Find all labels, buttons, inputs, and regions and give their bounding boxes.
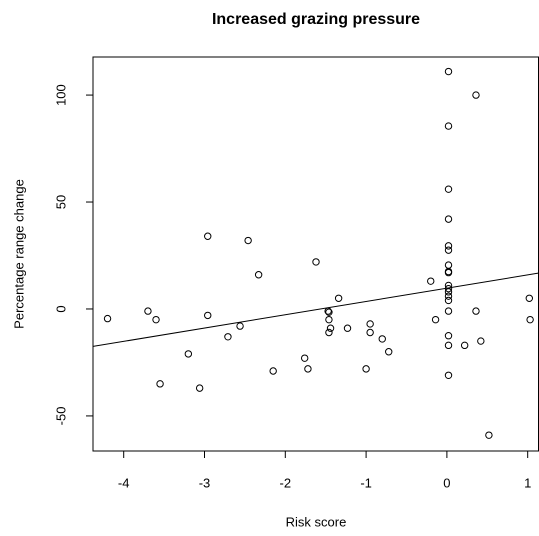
point (326, 324, 335, 332)
point (144, 307, 152, 315)
point (254, 271, 263, 279)
point (184, 350, 193, 358)
point (312, 258, 320, 266)
x-tick-label: -3 (199, 475, 211, 490)
point (444, 185, 453, 193)
point (444, 296, 453, 305)
point (103, 314, 112, 323)
point (195, 384, 204, 392)
plot-area (93, 67, 539, 439)
x-axis-label: Risk score (286, 514, 347, 529)
point (366, 328, 374, 337)
point (444, 292, 453, 300)
plot-frame (92, 56, 539, 452)
x-tick-label: -1 (360, 475, 372, 490)
point (485, 431, 493, 439)
point (444, 341, 453, 350)
point (444, 332, 453, 340)
point (378, 335, 386, 343)
y-tick-label: 100 (53, 84, 68, 106)
point (460, 341, 469, 350)
point (152, 315, 160, 324)
point (444, 242, 453, 250)
point (525, 294, 534, 302)
point (477, 337, 485, 345)
point (444, 261, 453, 269)
point (444, 246, 453, 254)
point (156, 380, 164, 388)
y-axis-label: Percentage range change (11, 179, 26, 329)
y-tick-label: 50 (53, 195, 68, 209)
x-tick-label: -2 (280, 475, 292, 490)
point (427, 277, 435, 285)
point (444, 268, 453, 277)
point (444, 67, 453, 76)
point (444, 122, 453, 130)
point (385, 348, 393, 356)
point (343, 324, 352, 332)
point (325, 315, 333, 324)
point (269, 367, 277, 375)
point (204, 232, 212, 240)
point (362, 365, 370, 373)
y-tick-label: -50 (53, 407, 68, 426)
point (444, 307, 453, 315)
point (224, 333, 232, 341)
point (444, 288, 453, 296)
x-tick-label: -4 (118, 475, 130, 490)
point (444, 371, 453, 379)
point (366, 320, 374, 328)
point (244, 236, 252, 245)
y-tick-label: 0 (53, 305, 68, 312)
fit-line (93, 272, 539, 347)
point (334, 294, 343, 302)
point (526, 315, 534, 324)
x-tick-label: 1 (524, 475, 531, 490)
point (431, 315, 440, 324)
point (325, 328, 333, 337)
point (204, 311, 212, 320)
point (236, 322, 244, 330)
point (472, 91, 480, 99)
point (444, 215, 453, 223)
point (325, 308, 333, 316)
point (304, 365, 312, 373)
chart-title: Increased grazing pressure (212, 11, 420, 28)
point (300, 354, 309, 362)
point (472, 307, 480, 315)
x-tick-label: 0 (443, 475, 450, 490)
